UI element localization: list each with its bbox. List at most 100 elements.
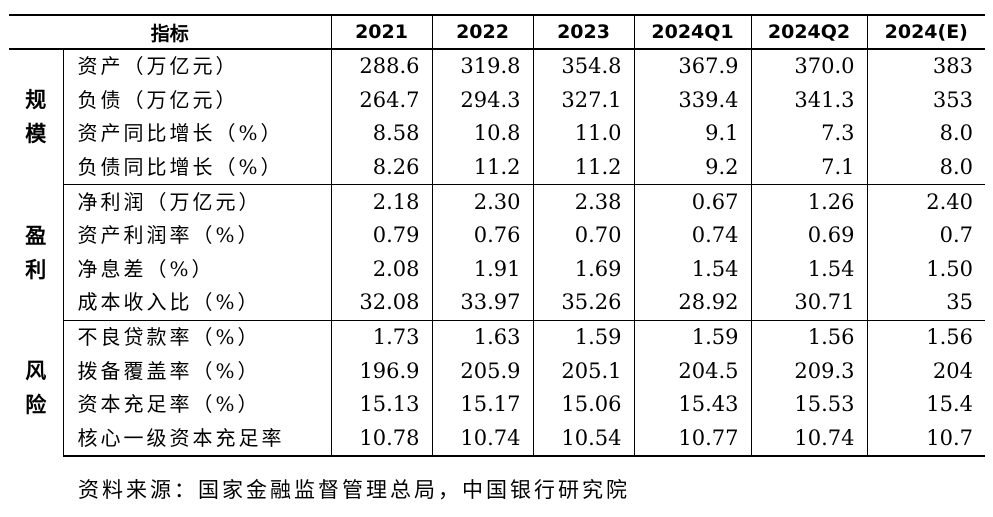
category-char: 盈 (25, 223, 47, 248)
indicator-name: 负债（万亿元） (62, 83, 332, 118)
category-char: 风 (25, 359, 47, 384)
header-year-2023: 2023 (532, 14, 635, 50)
value-cell-2022: 10.74 (431, 421, 534, 458)
value-cell-2024q1: 204.5 (633, 354, 752, 388)
value-cell-2024q2: 370.0 (750, 49, 868, 84)
value-cell-2024e: 353 (866, 83, 986, 118)
indicator-name: 不良贷款率（%） (62, 320, 332, 355)
value-cell-2024e: 10.7 (866, 421, 986, 458)
value-cell-2022: 15.17 (431, 387, 534, 422)
value-cell-2024q1: 1.54 (633, 252, 752, 287)
value-cell-2024e: 15.4 (866, 387, 986, 422)
indicator-name: 资产同比增长（%） (62, 117, 332, 151)
table-row: 风险不良贷款率（%） 1.73 1.63 1.59 1.59 1.56 1.56 (9, 320, 986, 417)
table-row: 规模 资产（万亿元） 288.6 319.8 354.8 367.9 370.0 383 (9, 49, 986, 146)
value-cell-2024q1: 1.59 (633, 320, 752, 355)
indicator-name: 资产利润率（%） (62, 218, 332, 253)
table-row: 盈利 净利润（万亿元） 2.18 2.30 2.38 0.67 1.26 2.40 (9, 184, 986, 282)
value-cell-2024e: 0.7 (866, 218, 986, 253)
value-cell-2021: 196.9 (330, 354, 433, 388)
value-cell-2024q1: 9.1 (633, 117, 752, 151)
header-year-2022: 2022 (431, 14, 534, 50)
value-cell-2024q2: 341.3 (750, 83, 868, 118)
value-cell-2024q2: 30.71 (750, 286, 868, 321)
value-cell-2023: 10.54 (532, 421, 635, 458)
indicator-name: 资本充足率（%） (62, 387, 332, 422)
value-cell-2021: 32.08 (330, 286, 433, 321)
category-char: 规 (25, 88, 47, 113)
value-cell-2024q1: 28.92 (633, 286, 752, 321)
category-label: 盈利 (9, 185, 63, 320)
value-cell-2024e: 204 (866, 354, 986, 388)
value-cell-2024q2: 1.54 (750, 252, 868, 287)
value-cell-2023: 11.2 (532, 150, 635, 186)
indicator-name: 净息差（%） (62, 252, 332, 287)
value-cell-2021: 1.73 (330, 320, 433, 355)
value-cell-2023: 15.06 (532, 387, 635, 422)
value-cell-2024q1: 0.67 (633, 184, 752, 219)
value-cell-2022: 294.3 (431, 83, 534, 118)
indicator-name: 核心一级资本充足率 (62, 421, 332, 458)
table-row: 资产利润率（%） 0.79 0.76 0.70 0.74 0.69 0.7 (9, 218, 986, 253)
category-label: 风险 (9, 320, 63, 456)
value-cell-2024e: 1.50 (866, 252, 986, 287)
category-char: 险 (25, 393, 47, 418)
value-cell-2024e: 2.40 (866, 184, 986, 219)
value-cell-2022: 1.91 (431, 252, 534, 287)
value-cell-2022: 33.97 (431, 286, 534, 321)
value-cell-2024q2: 209.3 (750, 354, 868, 388)
value-cell-2022: 319.8 (431, 49, 534, 84)
value-cell-2024e: 8.0 (866, 150, 986, 186)
table-row: 净息差（%） 2.08 1.91 1.69 1.54 1.54 1.50 (9, 252, 986, 287)
value-cell-2024q2: 10.74 (750, 421, 868, 458)
value-cell-2024q1: 15.43 (633, 387, 752, 422)
value-cell-2024q2: 1.56 (750, 320, 868, 355)
value-cell-2024q2: 0.69 (750, 218, 868, 253)
value-cell-2024e: 1.56 (866, 320, 986, 355)
value-cell-2023: 1.59 (532, 320, 635, 355)
table-row: 负债（万亿元） 264.7 294.3 327.1 339.4 341.3 353 (9, 83, 986, 118)
category-char: 模 (25, 122, 47, 147)
value-cell-2022: 10.8 (431, 117, 534, 151)
header-2024q1: 2024Q1 (633, 14, 752, 50)
value-cell-2024q1: 339.4 (633, 83, 752, 118)
value-cell-2024q2: 7.1 (750, 150, 868, 186)
table-row: 资产同比增长（%） 8.58 10.8 11.0 9.1 7.3 8.0 (9, 117, 986, 151)
value-cell-2021: 2.18 (330, 184, 433, 219)
value-cell-2024e: 35 (866, 286, 986, 321)
indicator-name: 净利润（万亿元） (62, 184, 332, 219)
header-2024e: 2024(E) (866, 14, 986, 50)
value-cell-2021: 8.58 (330, 117, 433, 151)
table-row: 核心一级资本充足率 10.78 10.74 10.54 10.77 10.74 10.7 (9, 421, 986, 458)
value-cell-2022: 0.76 (431, 218, 534, 253)
banking-indicators-table: 指标 2021 2022 2023 2024Q1 2024Q2 2024(E) … (9, 14, 986, 458)
value-cell-2023: 1.69 (532, 252, 635, 287)
value-cell-2021: 288.6 (330, 49, 433, 84)
value-cell-2024q1: 9.2 (633, 150, 752, 186)
value-cell-2023: 11.0 (532, 117, 635, 151)
value-cell-2024q2: 7.3 (750, 117, 868, 151)
value-cell-2023: 205.1 (532, 354, 635, 388)
value-cell-2024q2: 1.26 (750, 184, 868, 219)
value-cell-2023: 354.8 (532, 49, 635, 84)
value-cell-2024q1: 367.9 (633, 49, 752, 84)
value-cell-2024q2: 15.53 (750, 387, 868, 422)
value-cell-2022: 11.2 (431, 150, 534, 186)
table-row: 成本收入比（%） 32.08 33.97 35.26 28.92 30.71 35 (9, 286, 986, 321)
indicator-name: 成本收入比（%） (62, 286, 332, 321)
value-cell-2021: 10.78 (330, 421, 433, 458)
value-cell-2023: 327.1 (532, 83, 635, 118)
value-cell-2024e: 383 (866, 49, 986, 84)
header-year-2021: 2021 (330, 14, 433, 50)
table-row: 拨备覆盖率（%） 196.9 205.9 205.1 204.5 209.3 204 (9, 354, 986, 388)
table-row: 负债同比增长（%） 8.26 11.2 11.2 9.2 7.1 8.0 (9, 150, 986, 186)
category-label: 规模 (9, 49, 63, 185)
header-2024q2: 2024Q2 (750, 14, 868, 50)
table-header-row: 指标 2021 2022 2023 2024Q1 2024Q2 2024(E) (9, 14, 986, 50)
value-cell-2022: 1.63 (431, 320, 534, 355)
value-cell-2021: 264.7 (330, 83, 433, 118)
indicator-name: 资产（万亿元） (62, 49, 332, 84)
value-cell-2023: 2.38 (532, 184, 635, 219)
value-cell-2024q1: 10.77 (633, 421, 752, 458)
